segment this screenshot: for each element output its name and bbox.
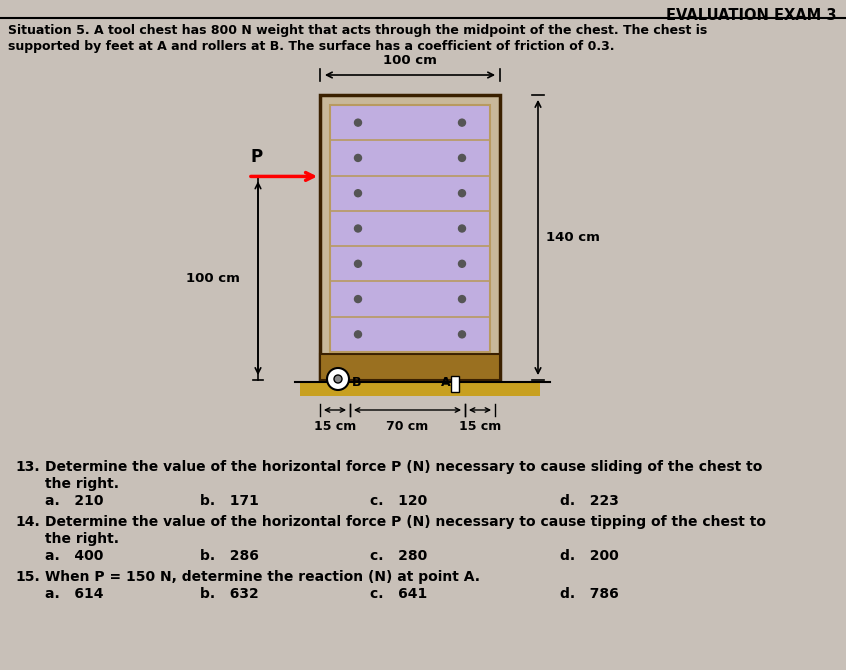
Text: 15 cm: 15 cm xyxy=(314,420,356,433)
Text: 70 cm: 70 cm xyxy=(387,420,429,433)
Text: Determine the value of the horizontal force P (N) necessary to cause tipping of : Determine the value of the horizontal fo… xyxy=(45,515,766,529)
Bar xyxy=(320,354,500,380)
Text: B: B xyxy=(352,375,361,389)
Circle shape xyxy=(459,225,465,232)
Text: EVALUATION EXAM 3: EVALUATION EXAM 3 xyxy=(666,8,836,23)
Circle shape xyxy=(459,331,465,338)
Bar xyxy=(451,376,459,392)
Circle shape xyxy=(459,190,465,197)
Text: 140 cm: 140 cm xyxy=(546,231,600,244)
Text: the right.: the right. xyxy=(45,477,119,491)
Text: P: P xyxy=(250,149,262,166)
Text: Situation 5. A tool chest has 800 N weight that acts through the midpoint of the: Situation 5. A tool chest has 800 N weig… xyxy=(8,24,707,37)
Text: When P = 150 N, determine the reaction (N) at point A.: When P = 150 N, determine the reaction (… xyxy=(45,570,480,584)
Circle shape xyxy=(354,225,361,232)
Text: c.   280: c. 280 xyxy=(370,549,427,563)
Circle shape xyxy=(354,154,361,161)
Text: 15.: 15. xyxy=(15,570,40,584)
Text: 13.: 13. xyxy=(15,460,40,474)
Bar xyxy=(300,382,540,396)
Text: b.   171: b. 171 xyxy=(200,494,259,508)
Circle shape xyxy=(354,119,361,126)
Circle shape xyxy=(354,295,361,303)
Text: a.   210: a. 210 xyxy=(45,494,103,508)
Text: supported by feet at A and rollers at B. The surface has a coefficient of fricti: supported by feet at A and rollers at B.… xyxy=(8,40,614,53)
Text: c.   120: c. 120 xyxy=(370,494,427,508)
Circle shape xyxy=(459,154,465,161)
Circle shape xyxy=(327,368,349,390)
Text: 100 cm: 100 cm xyxy=(383,54,437,67)
Text: 14.: 14. xyxy=(15,515,40,529)
Text: b.   286: b. 286 xyxy=(200,549,259,563)
Text: d.   200: d. 200 xyxy=(560,549,618,563)
Circle shape xyxy=(459,295,465,303)
Text: a.   400: a. 400 xyxy=(45,549,103,563)
Circle shape xyxy=(354,190,361,197)
Bar xyxy=(330,105,490,352)
Text: b.   632: b. 632 xyxy=(200,587,259,601)
Circle shape xyxy=(459,260,465,267)
Circle shape xyxy=(354,260,361,267)
Text: c.   641: c. 641 xyxy=(370,587,427,601)
Text: A: A xyxy=(441,375,451,389)
Text: 100 cm: 100 cm xyxy=(186,272,240,285)
Text: the right.: the right. xyxy=(45,532,119,546)
Text: a.   614: a. 614 xyxy=(45,587,103,601)
Circle shape xyxy=(459,119,465,126)
Text: d.   223: d. 223 xyxy=(560,494,619,508)
Text: 15 cm: 15 cm xyxy=(459,420,501,433)
Text: Determine the value of the horizontal force P (N) necessary to cause sliding of : Determine the value of the horizontal fo… xyxy=(45,460,762,474)
Text: d.   786: d. 786 xyxy=(560,587,618,601)
Bar xyxy=(320,95,500,380)
Circle shape xyxy=(334,375,342,383)
Circle shape xyxy=(354,331,361,338)
